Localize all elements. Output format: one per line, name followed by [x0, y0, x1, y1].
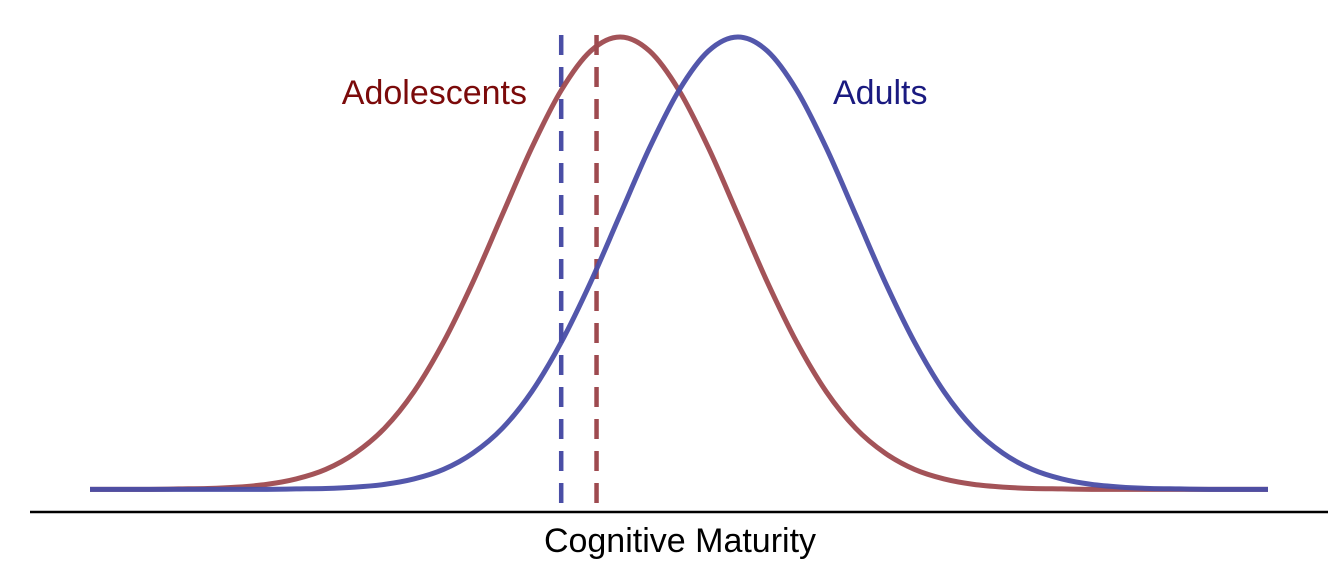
- series-label: Adolescents: [342, 74, 527, 112]
- series-label: Adults: [833, 74, 928, 112]
- density-curve: [90, 34, 1268, 492]
- density-curve: [90, 34, 1268, 492]
- x-axis-label: Cognitive Maturity: [544, 522, 816, 560]
